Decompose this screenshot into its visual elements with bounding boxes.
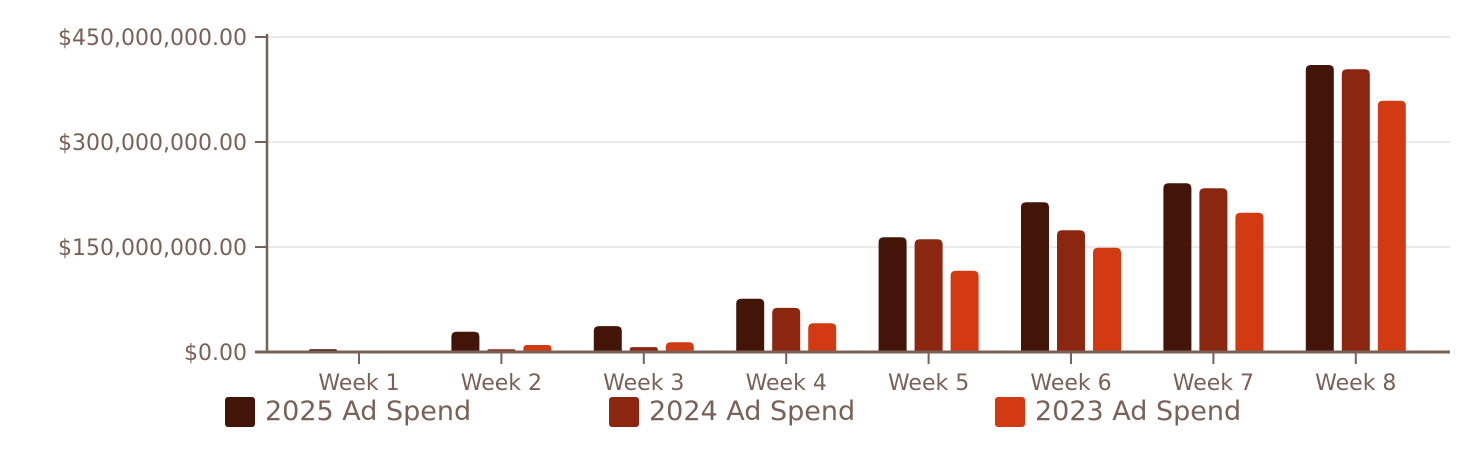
bar-2024-ad-spend (1341, 69, 1370, 352)
bar-2025-ad-spend (878, 237, 907, 352)
bar-2024-ad-spend (914, 239, 943, 352)
bar-2023-ad-spend (665, 342, 694, 352)
legend-swatch (225, 396, 255, 427)
bar-2025-ad-spend (1021, 202, 1049, 352)
legend-item[interactable]: 2024 Ad Spend (609, 396, 855, 427)
bar-2024-ad-spend (1057, 230, 1085, 352)
legend-swatch (995, 396, 1025, 427)
bar-2023-ad-spend (523, 345, 552, 352)
x-tick-label: Week 5 (888, 371, 969, 396)
bar-2023-ad-spend (1377, 100, 1406, 352)
y-tick-label: $0.00 (184, 341, 247, 366)
x-tick-label: Week 3 (603, 371, 684, 396)
x-tick-label: Week 8 (1315, 371, 1396, 396)
bar-2023-ad-spend (950, 270, 979, 352)
legend-item[interactable]: 2025 Ad Spend (225, 396, 471, 427)
x-tick-label: Week 6 (1030, 371, 1111, 396)
legend-label: 2023 Ad Spend (1035, 396, 1242, 427)
legend-swatch (609, 396, 639, 427)
bar-2025-ad-spend (1305, 65, 1334, 352)
legend-label: 2024 Ad Spend (649, 396, 856, 427)
bar-2025-ad-spend (593, 326, 622, 352)
x-tick-label: Week 4 (746, 371, 827, 396)
legend-item[interactable]: 2023 Ad Spend (995, 396, 1241, 427)
bar-2024-ad-spend (772, 307, 801, 352)
x-tick-label: Week 7 (1173, 371, 1254, 396)
y-tick-label: $450,000,000.00 (58, 26, 247, 51)
bar-2024-ad-spend (1199, 188, 1228, 352)
bar-2025-ad-spend (451, 331, 480, 352)
x-tick-label: Week 1 (318, 371, 399, 396)
bar-2023-ad-spend (1093, 247, 1121, 352)
y-tick-label: $300,000,000.00 (58, 131, 247, 156)
x-tick-label: Week 2 (461, 371, 542, 396)
bar-2023-ad-spend (808, 323, 837, 352)
legend-label: 2025 Ad Spend (265, 396, 472, 427)
bar-2025-ad-spend (1163, 183, 1192, 352)
bar-chart: $0.00 $150,000,000.00 $300,000,000.00 $450,… (58, 26, 1450, 396)
bar-2023-ad-spend (1235, 212, 1264, 352)
y-tick-label: $150,000,000.00 (58, 236, 247, 261)
legend: 2025 Ad Spend 2024 Ad Spend 2023 Ad Spend (0, 396, 1466, 436)
bar-2025-ad-spend (736, 298, 765, 352)
